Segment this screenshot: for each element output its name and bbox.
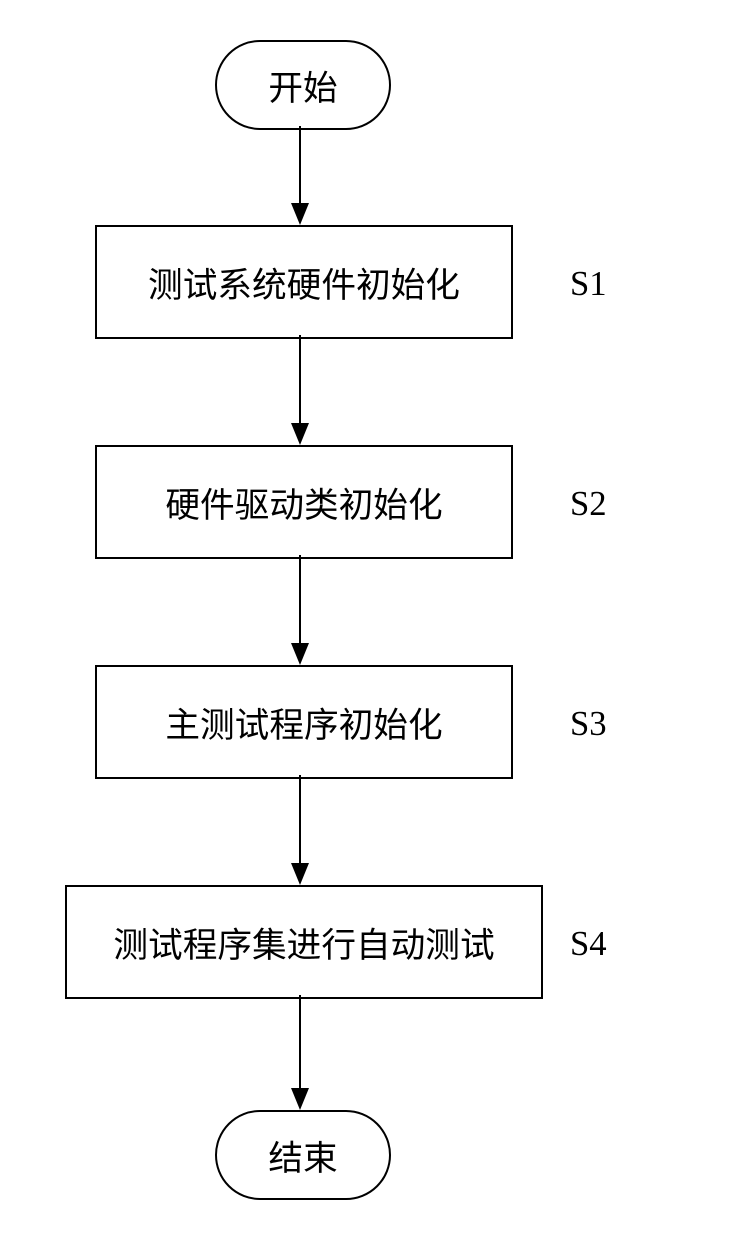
edges-layer: [0, 0, 749, 1252]
flowchart-canvas: 开始 测试系统硬件初始化 S1 硬件驱动类初始化 S2 主测试程序初始化 S3 …: [0, 0, 749, 1252]
